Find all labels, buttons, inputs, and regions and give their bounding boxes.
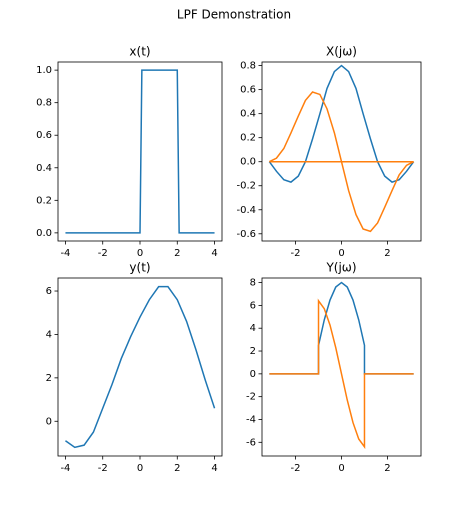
axes-title: y(t)	[129, 261, 150, 275]
y-tick-label: 0.0	[36, 228, 52, 239]
x-tick-label: -4	[60, 463, 70, 474]
y-tick-label: -0.2	[236, 181, 256, 192]
y-tick-label: -2	[246, 392, 256, 403]
axes-frame	[261, 61, 422, 242]
axes-frame	[261, 277, 422, 457]
y-tick-label: -6	[246, 437, 256, 448]
line-series	[268, 64, 415, 183]
x-tick-label: 2	[174, 463, 180, 474]
y-tick-label: 0	[46, 416, 52, 427]
y-tick-label: -0.4	[236, 205, 256, 216]
x-tick-label: 4	[211, 248, 217, 259]
x-tick-label: 0	[338, 248, 344, 259]
axes-frame	[57, 61, 223, 242]
line-series	[65, 69, 215, 234]
y-tick-label: -4	[246, 414, 256, 425]
axes-frame	[57, 277, 223, 457]
y-tick-label: 0.2	[240, 133, 256, 144]
y-tick-label: 6	[250, 300, 256, 311]
axes-title: Y(jω)	[325, 261, 356, 275]
y-tick-label: 0.4	[240, 109, 256, 120]
y-tick-label: 0.6	[240, 85, 256, 96]
x-tick-label: 4	[211, 463, 217, 474]
x-tick-label: 0	[338, 463, 344, 474]
y-tick-label: 0	[250, 369, 256, 380]
axes-title: X(jω)	[326, 45, 357, 59]
line-series	[269, 298, 414, 450]
x-tick-label: -2	[291, 248, 301, 259]
x-tick-label: -2	[98, 463, 108, 474]
y-tick-label: 0.8	[36, 98, 52, 109]
y-tick-label: 2	[250, 346, 256, 357]
y-tick-label: 2	[46, 373, 52, 384]
y-tick-label: 0.6	[36, 130, 52, 141]
y-tick-label: 0.4	[36, 163, 52, 174]
x-tick-label: 2	[384, 463, 390, 474]
y-tick-label: 4	[46, 329, 52, 340]
y-tick-label: 0.2	[36, 195, 52, 206]
y-tick-label: 8	[250, 278, 256, 289]
figure-title: LPF Demonstration	[177, 8, 291, 22]
y-tick-label: -0.6	[236, 229, 256, 240]
y-tick-label: 0.8	[240, 61, 256, 72]
x-tick-label: -2	[98, 248, 108, 259]
y-tick-label: 1.0	[36, 65, 52, 76]
x-tick-label: 2	[174, 248, 180, 259]
line-series	[65, 285, 216, 449]
x-tick-label: 0	[137, 248, 143, 259]
y-tick-label: 6	[46, 286, 52, 297]
y-tick-label: 4	[250, 323, 256, 334]
x-tick-label: 0	[137, 463, 143, 474]
x-tick-label: 2	[384, 248, 390, 259]
x-tick-label: -2	[291, 463, 301, 474]
x-tick-label: -4	[60, 248, 70, 259]
y-tick-label: 0.0	[240, 157, 256, 168]
axes-title: x(t)	[129, 45, 150, 59]
